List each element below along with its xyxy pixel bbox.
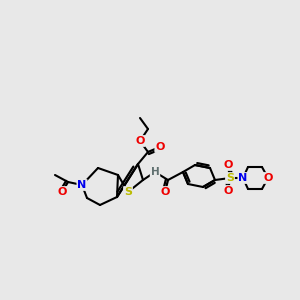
Text: O: O [263, 173, 273, 183]
Text: O: O [135, 136, 145, 146]
Text: N: N [238, 173, 247, 183]
Text: O: O [223, 160, 233, 170]
Text: O: O [160, 187, 170, 197]
Text: O: O [57, 187, 67, 197]
Text: H: H [151, 167, 159, 177]
Text: S: S [226, 173, 234, 183]
Text: O: O [155, 142, 165, 152]
Text: O: O [223, 186, 233, 196]
Text: S: S [124, 187, 132, 197]
Text: N: N [77, 180, 87, 190]
